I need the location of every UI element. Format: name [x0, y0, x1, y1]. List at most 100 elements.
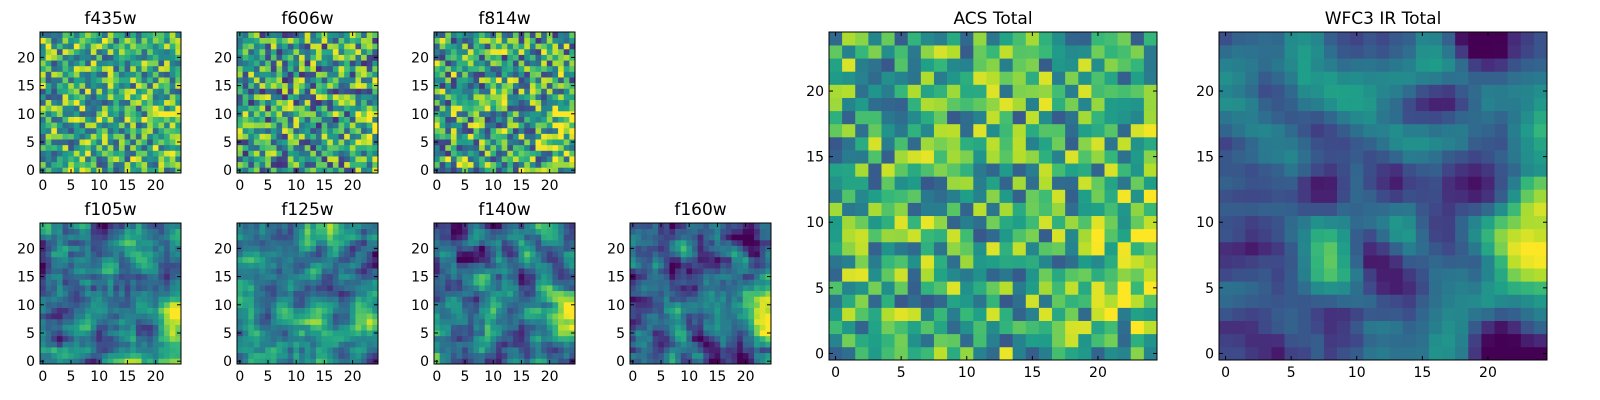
heatmap-cell	[102, 156, 109, 163]
heatmap-cell	[130, 161, 137, 168]
heatmap-cell	[473, 116, 480, 123]
heatmap-cell	[242, 228, 249, 235]
heatmap-cell	[731, 256, 738, 263]
heatmap-cell	[907, 281, 922, 295]
heatmap-cell	[270, 37, 277, 44]
heatmap-cell	[507, 48, 514, 55]
heatmap-cell	[708, 341, 715, 348]
heatmap-cell	[96, 82, 103, 89]
heatmap-cell	[1130, 346, 1145, 361]
heatmap-cell	[242, 301, 249, 308]
heatmap-cell	[484, 65, 491, 72]
heatmap-cell	[697, 256, 704, 263]
heatmap-cell	[253, 156, 260, 163]
heatmap-cell	[439, 88, 446, 95]
heatmap-cell	[829, 150, 843, 164]
heatmap-cell	[490, 127, 497, 134]
heatmap-cell	[45, 43, 52, 50]
heatmap-cell	[141, 54, 148, 61]
heatmap-cell	[124, 352, 131, 359]
heatmap-cell	[237, 268, 243, 275]
heatmap-cell	[641, 307, 648, 314]
heatmap-cell	[462, 234, 469, 241]
heatmap-cell	[479, 156, 486, 163]
heatmap-cell	[175, 116, 182, 123]
heatmap-cell	[164, 273, 171, 280]
heatmap-cell	[338, 71, 345, 78]
heatmap-cell	[675, 262, 682, 269]
heatmap-cell	[855, 346, 869, 361]
heatmap-cell	[663, 358, 670, 365]
heatmap-cell	[175, 43, 182, 50]
heatmap-cell	[141, 268, 148, 275]
heatmap-cell	[512, 228, 519, 235]
heatmap-cell	[986, 215, 1000, 230]
heatmap-cell	[265, 228, 272, 235]
heatmap-cell	[1012, 215, 1027, 230]
heatmap-cell	[507, 223, 514, 229]
heatmap-cell	[541, 156, 548, 163]
heatmap-cell	[973, 294, 987, 308]
heatmap-cell	[361, 32, 368, 38]
heatmap-cell	[113, 77, 120, 84]
heatmap-cell	[107, 234, 114, 241]
heatmap-cell	[259, 105, 266, 112]
heatmap-cell	[558, 256, 565, 263]
heatmap-cell	[434, 156, 440, 163]
heatmap-cell	[332, 251, 339, 258]
heatmap-cell	[742, 324, 749, 331]
heatmap-cell	[164, 110, 171, 117]
heatmap-cell	[248, 352, 255, 359]
heatmap-cell	[512, 262, 519, 269]
heatmap-cell	[287, 77, 294, 84]
heatmap-cell	[759, 273, 766, 280]
heatmap-cell	[242, 77, 249, 84]
heatmap-cell	[535, 133, 542, 140]
heatmap-cell	[490, 268, 497, 275]
heatmap-cell	[445, 279, 452, 286]
heatmap-cell	[652, 347, 659, 354]
heatmap-cell	[248, 37, 255, 44]
heatmap-cell	[102, 32, 109, 38]
heatmap-cell	[558, 65, 565, 72]
heatmap-cell	[338, 37, 345, 44]
heatmap-cell	[175, 296, 182, 303]
heatmap-cell	[842, 333, 856, 348]
heatmap-cell	[152, 245, 159, 252]
heatmap-cell	[51, 65, 58, 72]
heatmap-cell	[1091, 294, 1105, 308]
heatmap-cell	[708, 251, 715, 258]
heatmap-cell	[304, 65, 311, 72]
heatmap-cell	[563, 256, 570, 263]
heatmap-cell	[107, 144, 114, 151]
heatmap-cell	[881, 320, 895, 335]
heatmap-cell	[79, 228, 86, 235]
heatmap-cell	[759, 347, 766, 354]
heatmap-cell	[321, 228, 328, 235]
heatmap-cell	[62, 105, 69, 112]
heatmap-cell	[276, 60, 283, 67]
heatmap-cell	[473, 99, 480, 106]
heatmap-cell	[62, 150, 69, 157]
heatmap-cell	[321, 82, 328, 89]
heatmap-cell	[563, 324, 570, 331]
heatmap-cell	[130, 341, 137, 348]
heatmap-cell	[742, 251, 749, 258]
heatmap-cell	[484, 144, 491, 151]
heatmap-cell	[158, 290, 165, 297]
heatmap-cell	[686, 228, 693, 235]
heatmap-cell	[501, 335, 508, 342]
heatmap-cell	[524, 352, 531, 359]
heatmap-cell	[253, 228, 260, 235]
heatmap-cell	[85, 144, 92, 151]
heatmap-cell	[361, 77, 368, 84]
heatmap-cell	[332, 65, 339, 72]
x-tick-label: 5	[67, 178, 76, 194]
heatmap-cell	[907, 228, 922, 243]
heatmap-cell	[947, 163, 961, 177]
heatmap-cell	[563, 245, 570, 252]
heatmap-cell	[501, 290, 508, 297]
heatmap-cell	[467, 279, 474, 286]
heatmap-cell	[96, 251, 103, 258]
heatmap-cell	[141, 347, 148, 354]
